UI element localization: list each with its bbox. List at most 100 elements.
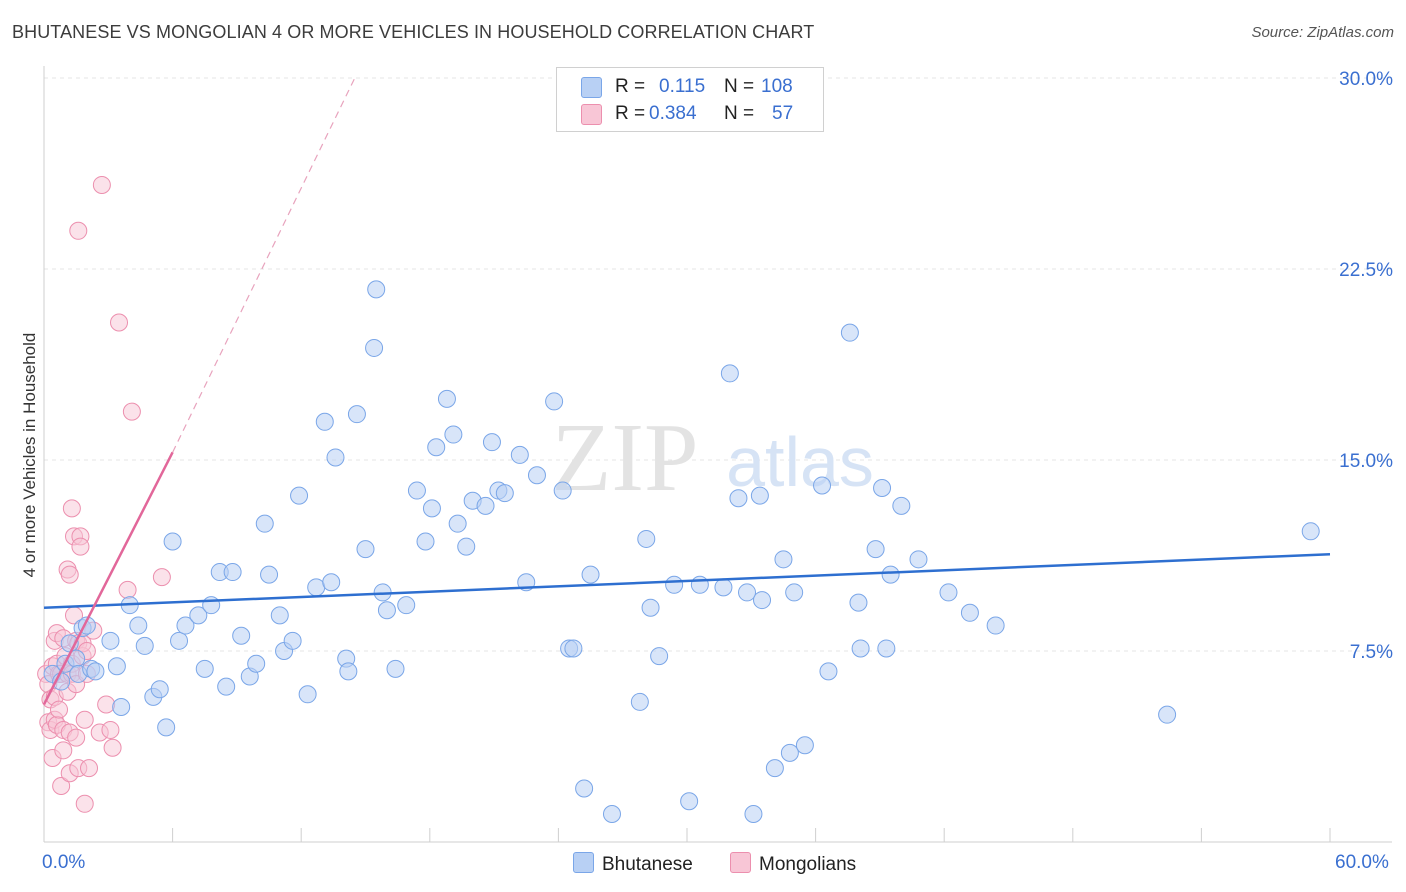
bhutanese-point (744, 804, 763, 823)
mongolians-point (69, 221, 88, 240)
bhutanese-point (482, 433, 501, 452)
bhutanese-point (495, 484, 514, 503)
bhutanese-point (637, 529, 656, 548)
bhutanese-point (356, 540, 375, 559)
legend-r-value: 0.115 (659, 76, 706, 97)
bottom-legend-swatch-mongolians (730, 852, 751, 873)
mongolians-trend-extension (172, 77, 356, 453)
legend-n-value: 108 (761, 76, 793, 97)
mongolians-point (60, 565, 79, 584)
bhutanese-point (377, 601, 396, 620)
bhutanese-point (135, 636, 154, 655)
x-tick-label-min: 0.0% (42, 852, 86, 873)
mongolians-point (52, 776, 71, 795)
bottom-legend-bhutanese: Bhutanese (573, 852, 693, 876)
bhutanese-point (260, 565, 279, 584)
bhutanese-point (407, 481, 426, 500)
bhutanese-point (1158, 705, 1177, 724)
chart-title: BHUTANESE VS MONGOLIAN 4 OR MORE VEHICLE… (12, 22, 815, 42)
legend-n-label: N = (724, 103, 755, 124)
bhutanese-point (397, 596, 416, 615)
bhutanese-point (510, 445, 529, 464)
mongolians-point (97, 695, 116, 714)
mongolians-point (75, 710, 94, 729)
mongolians-point (71, 537, 90, 556)
bhutanese-point (298, 685, 317, 704)
bottom-legend-mongolians: Mongolians (730, 852, 856, 876)
bhutanese-point (339, 662, 358, 681)
bhutanese-point (714, 578, 733, 597)
bhutanese-point (365, 338, 384, 357)
bhutanese-point (680, 792, 699, 811)
bhutanese-point (290, 486, 309, 505)
bhutanese-point (881, 565, 900, 584)
trend-lines (42, 77, 1331, 706)
bhutanese-point (720, 364, 739, 383)
mongolians-point (80, 759, 99, 778)
bhutanese-point (307, 578, 326, 597)
bhutanese-point (780, 743, 799, 762)
bhutanese-point (386, 659, 405, 678)
correlation-legend: R = 0.115 N = 108 R = 0.384 N = 57 (556, 67, 824, 132)
axes (43, 66, 1392, 843)
mongolians-point (101, 720, 120, 739)
bhutanese-point (729, 489, 748, 508)
bhutanese-point (840, 323, 859, 342)
mongolians-trend-line (42, 451, 174, 706)
bhutanese-point (416, 532, 435, 551)
bhutanese-point (232, 626, 251, 645)
watermark-zip: ZIP (552, 404, 699, 512)
bhutanese-point (849, 593, 868, 612)
bhutanese-point (545, 392, 564, 411)
bhutanese-point (750, 486, 769, 505)
mongolians-point (152, 568, 171, 587)
legend-r-label: R = (615, 103, 646, 124)
bhutanese-point (939, 583, 958, 602)
gridlines (44, 77, 1392, 652)
bhutanese-point (427, 438, 446, 457)
y-tick-label: 22.5% (1339, 260, 1393, 281)
bhutanese-point (553, 481, 572, 500)
bhutanese-point (774, 550, 793, 569)
mongolians-point (92, 175, 111, 194)
mongolians-point (54, 741, 73, 760)
bhutanese-point (877, 639, 896, 658)
bhutanese-point (195, 659, 214, 678)
bottom-legend-swatch-bhutanese (573, 852, 594, 873)
bhutanese-point (986, 616, 1005, 635)
legend-row-mongolians: R = 0.384 N = 57 (557, 101, 823, 127)
bhutanese-point (101, 631, 120, 650)
legend-swatch-bhutanese (581, 77, 602, 98)
bhutanese-point (437, 389, 456, 408)
bhutanese-point (765, 759, 784, 778)
bhutanese-point (819, 662, 838, 681)
bhutanese-point (665, 575, 684, 594)
bhutanese-point (630, 692, 649, 711)
y-tick-label: 7.5% (1350, 642, 1393, 663)
legend-swatch-mongolians (581, 104, 602, 125)
watermark: ZIP atlas (552, 404, 874, 512)
mongolians-point (75, 794, 94, 813)
legend-n-value: 57 (772, 103, 794, 124)
bhutanese-point (795, 736, 814, 755)
bhutanese-point (112, 698, 131, 717)
bhutanese-point (315, 412, 334, 431)
bhutanese-point (157, 718, 176, 737)
bhutanese-point (690, 575, 709, 594)
bhutanese-point (202, 596, 221, 615)
bhutanese-point (602, 804, 621, 823)
bhutanese-point (457, 537, 476, 556)
bhutanese-point (422, 499, 441, 518)
bhutanese-point (564, 639, 583, 658)
bhutanese-point (909, 550, 928, 569)
bhutanese-point (270, 606, 289, 625)
y-tick-labels: 7.5% 15.0% 22.5% 30.0% (1339, 69, 1393, 663)
x-tick-label-max: 60.0% (1335, 852, 1389, 873)
series-bhutanese (43, 280, 1320, 823)
bhutanese-point (255, 514, 274, 533)
y-tick-label: 30.0% (1339, 69, 1393, 90)
bhutanese-point (476, 496, 495, 515)
mongolians-point (62, 499, 81, 518)
legend-r-value: 0.384 (649, 103, 697, 124)
